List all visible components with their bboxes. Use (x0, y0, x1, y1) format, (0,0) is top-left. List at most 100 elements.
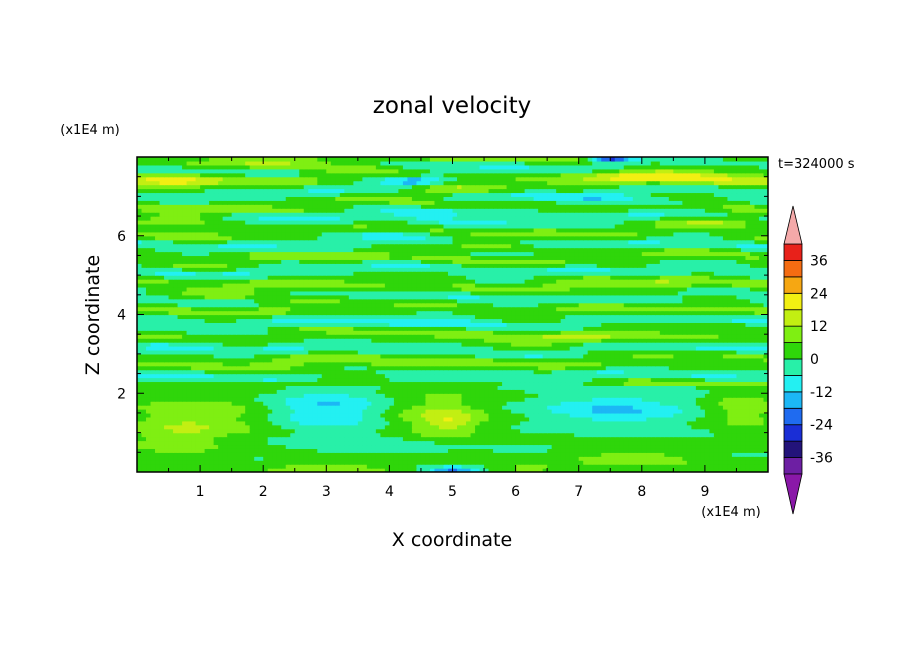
heatmap-cell (362, 424, 368, 430)
heatmap-cell (547, 401, 553, 406)
heatmap-cell (335, 361, 341, 367)
heatmap-cell (384, 424, 390, 430)
heatmap-cell (384, 346, 390, 351)
heatmap-cell (389, 420, 395, 426)
heatmap-cell (673, 436, 679, 442)
heatmap-cell (371, 393, 377, 398)
heatmap-cell (222, 412, 228, 418)
heatmap-cell (276, 353, 282, 359)
heatmap-cell (276, 346, 282, 351)
heatmap-cell (326, 420, 332, 426)
heatmap-cell (240, 409, 246, 414)
heatmap-cell (511, 444, 517, 449)
heatmap-cell (538, 416, 544, 422)
heatmap-cell (146, 452, 152, 457)
heatmap-cell (605, 357, 611, 363)
heatmap-cell (565, 460, 571, 465)
heatmap-cell (380, 393, 386, 398)
heatmap-cell (641, 334, 647, 339)
heatmap-cell (650, 349, 656, 355)
heatmap-cell (222, 346, 228, 351)
heatmap-cell (335, 412, 341, 418)
heatmap-cell (285, 334, 291, 339)
heatmap-cell (475, 393, 481, 398)
heatmap-cell (330, 420, 336, 426)
heatmap-cell (551, 338, 557, 343)
heatmap-cell (375, 385, 381, 390)
heatmap-cell (560, 357, 566, 363)
heatmap-cell (443, 349, 449, 355)
heatmap-cell (438, 416, 445, 422)
heatmap-cell (438, 353, 445, 359)
heatmap-cell (177, 460, 183, 465)
heatmap-cell (434, 460, 440, 465)
heatmap-cell (583, 397, 589, 402)
heatmap-cell (263, 440, 269, 446)
heatmap-cell (227, 432, 233, 438)
heatmap-cell (664, 412, 670, 418)
heatmap-cell (182, 464, 188, 469)
heatmap-cell (551, 385, 557, 390)
heatmap-cell (592, 452, 598, 457)
heatmap-cell (434, 353, 440, 359)
heatmap-cell (682, 357, 688, 363)
heatmap-cell (704, 357, 711, 363)
heatmap-cell (466, 405, 472, 410)
heatmap-cell (542, 424, 548, 430)
heatmap-cell (619, 452, 625, 457)
heatmap-cell (704, 385, 711, 390)
heatmap-cell (168, 377, 174, 383)
heatmap-cell (195, 416, 201, 422)
heatmap-cell (560, 365, 566, 371)
heatmap-cell (429, 424, 436, 430)
heatmap-cell (402, 389, 409, 394)
heatmap-cell (258, 397, 264, 402)
heatmap-cell (610, 416, 616, 422)
heatmap-cell (497, 432, 503, 438)
heatmap-cell (709, 424, 715, 430)
heatmap-cell (245, 369, 251, 375)
heatmap-cell (493, 456, 499, 461)
heatmap-cell (398, 460, 404, 465)
heatmap-cell (740, 444, 747, 449)
heatmap-cell (587, 440, 593, 446)
heatmap-cell (713, 464, 720, 469)
heatmap-cell (267, 389, 273, 394)
heatmap-cell (357, 444, 363, 449)
heatmap-cell (438, 432, 445, 438)
heatmap-cell (605, 361, 611, 367)
heatmap-cell (628, 342, 634, 347)
heatmap-cell (506, 405, 512, 410)
heatmap-cell (551, 342, 557, 347)
heatmap-cell (141, 330, 147, 335)
heatmap-cell (177, 432, 183, 438)
heatmap-cell (434, 365, 440, 371)
heatmap-cell (335, 357, 341, 363)
heatmap-cell (452, 448, 458, 453)
heatmap-cell (556, 334, 562, 339)
heatmap-cell (182, 334, 188, 339)
heatmap-cell (393, 460, 400, 465)
heatmap-cell (475, 428, 481, 434)
heatmap-cell (506, 397, 512, 402)
heatmap-cell (389, 338, 395, 343)
heatmap-cell (668, 444, 674, 449)
heatmap-cell (209, 436, 215, 442)
heatmap-cell (691, 381, 697, 386)
heatmap-cell (470, 389, 476, 394)
heatmap-cell (502, 468, 508, 472)
heatmap-cell (547, 432, 553, 438)
heatmap-cell (502, 365, 508, 371)
heatmap-cell (628, 468, 634, 472)
heatmap-cell (695, 464, 701, 469)
heatmap-cell (308, 330, 314, 335)
heatmap-cell (443, 393, 449, 398)
heatmap-cell (497, 346, 503, 351)
heatmap-cell (745, 468, 751, 472)
heatmap-cell (335, 420, 341, 426)
heatmap-cell (457, 373, 463, 379)
heatmap-cell (754, 361, 760, 367)
heatmap-cell (366, 349, 372, 355)
heatmap-cell (240, 373, 246, 379)
heatmap-cell (461, 377, 467, 383)
